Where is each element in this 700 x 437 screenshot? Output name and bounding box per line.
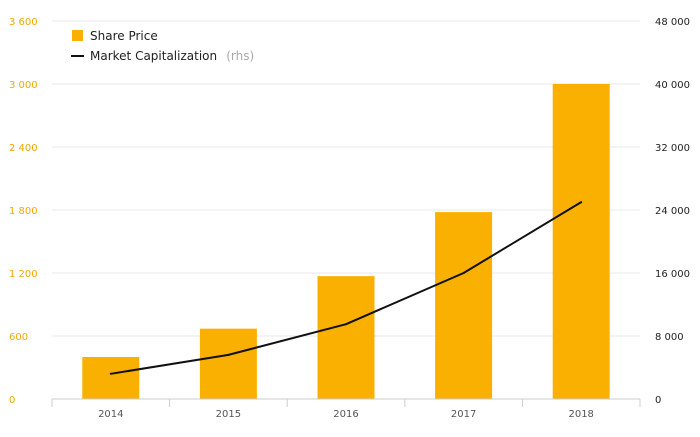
bar-share-price <box>82 357 140 399</box>
y-right-tick-label: 24 000 <box>655 206 690 217</box>
x-tick-label: 2018 <box>568 409 593 420</box>
y-right-tick-label: 48 000 <box>655 17 690 28</box>
grid-layer <box>52 20 640 337</box>
x-tick-label: 2016 <box>333 409 358 420</box>
bars-layer <box>82 84 610 399</box>
bar-share-price <box>199 328 257 399</box>
y-left-tick-label: 2 400 <box>9 143 38 154</box>
y-right-tick-label: 16 000 <box>655 269 690 280</box>
y-right-tick-label: 40 000 <box>655 80 690 91</box>
legend-label-market-cap-name: Market Capitalization <box>90 49 217 63</box>
point-market-cap <box>227 353 230 356</box>
bar-share-price <box>435 212 493 399</box>
y-left-tick-label: 600 <box>9 332 28 343</box>
x-tick-label: 2017 <box>451 409 476 420</box>
y-left-tick-label: 0 <box>9 395 15 406</box>
legend-label-share-price: Share Price <box>90 29 158 43</box>
y-left-tick-label: 1 200 <box>9 269 38 280</box>
legend-label-market-cap: Market Capitalization (rhs) <box>90 45 254 64</box>
point-market-cap <box>109 372 112 375</box>
point-market-cap <box>462 272 465 274</box>
x-tick-label: 2014 <box>98 409 123 420</box>
point-market-cap <box>345 323 347 326</box>
y-left-tick-label: 1 800 <box>9 206 38 217</box>
y-right-tick-label: 32 000 <box>655 143 690 154</box>
axis-layer: 0 600 1 200 1 800 2 400 3 000 3 600 0 8 000 16 00… <box>9 17 690 420</box>
x-tick-label: 2015 <box>216 409 241 420</box>
line-layer <box>109 201 583 375</box>
legend-label-market-cap-suffix: (rhs) <box>226 49 254 63</box>
bar-share-price <box>552 84 610 399</box>
legend-swatch-share-price <box>72 30 83 41</box>
bar-share-price <box>317 276 375 399</box>
y-left-tick-label: 3 600 <box>9 17 38 28</box>
legend: Share Price Market Capitalization (rhs) <box>71 29 254 64</box>
y-right-tick-label: 8 000 <box>655 332 684 343</box>
y-left-tick-label: 3 000 <box>9 80 38 91</box>
point-market-cap <box>580 201 583 204</box>
y-right-tick-label: 0 <box>655 395 661 406</box>
